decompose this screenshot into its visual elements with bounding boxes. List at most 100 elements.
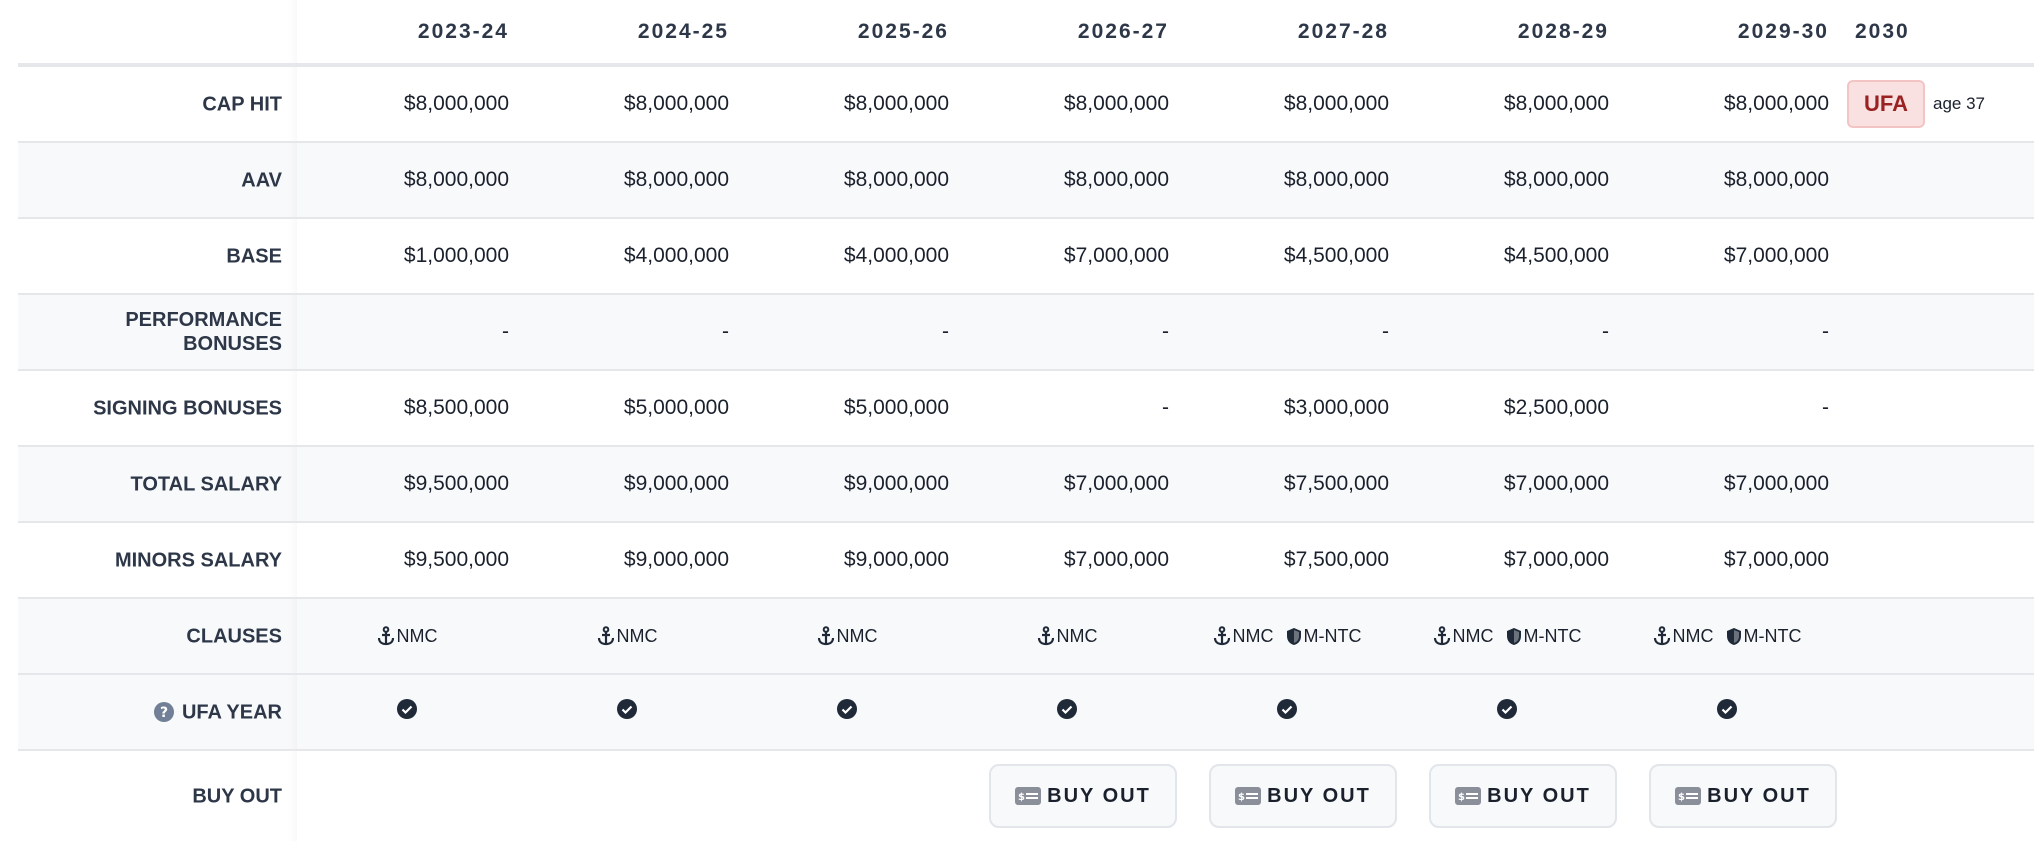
check-circle-icon bbox=[1276, 698, 1298, 720]
value-cell: $8,000,000 bbox=[737, 65, 957, 143]
anchor-icon bbox=[817, 626, 835, 646]
row-label-text: UFA YEAR bbox=[181, 701, 282, 724]
row-label-text: CAP HIT bbox=[202, 93, 282, 116]
row-aav: AAV $8,000,000 $8,000,000 $8,000,000 $8,000,… bbox=[18, 142, 2034, 219]
clause-label: M-NTC bbox=[1303, 625, 1362, 646]
clause-label: NMC bbox=[1232, 625, 1274, 646]
value-cell: $9,000,000 bbox=[737, 522, 957, 599]
age-label: age 37 bbox=[1933, 94, 1985, 113]
buy-out-button[interactable]: $ BUY OUT bbox=[989, 764, 1177, 828]
clauses-cell: NMC M-NTC bbox=[1177, 598, 1397, 675]
value-cell: $8,000,000 bbox=[517, 142, 737, 219]
ufa-year-cell bbox=[737, 674, 957, 751]
value-cell: - bbox=[297, 294, 517, 371]
help-icon[interactable]: ? bbox=[153, 702, 174, 723]
value-cell: $8,000,000 bbox=[1177, 142, 1397, 219]
value-cell: $8,000,000 bbox=[1177, 65, 1397, 143]
clause-nmc: NMC bbox=[1653, 626, 1714, 647]
value-cell: $8,000,000 bbox=[957, 142, 1177, 219]
anchor-icon bbox=[1433, 626, 1451, 646]
ufa-year-column-cell bbox=[1837, 218, 2034, 295]
clause-nmc: NMC bbox=[817, 626, 878, 647]
value-cell: - bbox=[1177, 294, 1397, 371]
ufa-year-column-cell bbox=[1837, 522, 2034, 599]
value-cell: $3,000,000 bbox=[1177, 370, 1397, 447]
value-cell: $5,000,000 bbox=[517, 370, 737, 447]
row-label-line: PERFORMANCE bbox=[125, 309, 282, 331]
buy-out-cell bbox=[737, 750, 957, 841]
value-cell: $8,500,000 bbox=[297, 370, 517, 447]
row-label: MINORS SALARY bbox=[18, 522, 297, 599]
clauses-cell: NMC bbox=[297, 598, 517, 675]
buy-out-button[interactable]: $ BUY OUT bbox=[1649, 764, 1837, 828]
row-performance-bonuses: PERFORMANCE BONUSES - - - - - - - bbox=[18, 294, 2034, 371]
value-cell: $9,500,000 bbox=[297, 522, 517, 599]
row-label: ? UFA YEAR bbox=[18, 674, 297, 751]
buy-out-cell: $ BUY OUT bbox=[1177, 750, 1397, 841]
check-circle-icon bbox=[396, 698, 418, 720]
buy-out-cell: $ BUY OUT bbox=[1397, 750, 1617, 841]
season-header: 2026-27 bbox=[957, 0, 1177, 67]
clause-label: M-NTC bbox=[1523, 625, 1582, 646]
svg-text:$: $ bbox=[1018, 792, 1027, 803]
row-total-salary: TOTAL SALARY $9,500,000 $9,000,000 $9,000,0… bbox=[18, 446, 2034, 523]
value-cell: $8,000,000 bbox=[957, 65, 1177, 143]
row-clauses: CLAUSES NMC NMC NMC NMC NMC M-NTC NMC M-NTC NMC M-… bbox=[18, 598, 2034, 675]
anchor-icon bbox=[597, 626, 615, 646]
clauses-cell: NMC bbox=[737, 598, 957, 675]
value-cell: $1,000,000 bbox=[297, 218, 517, 295]
clause-mntc: M-NTC bbox=[1506, 625, 1582, 647]
ufa-year-cell bbox=[957, 674, 1177, 751]
ufa-year-column-cell bbox=[1837, 370, 2034, 447]
value-cell: $8,000,000 bbox=[297, 142, 517, 219]
money-check-icon: $ bbox=[1675, 787, 1702, 805]
header-row: 2023-24 2024-25 2025-26 2026-27 2027-28 2028-… bbox=[18, 0, 2034, 67]
value-cell: $9,000,000 bbox=[517, 446, 737, 523]
value-cell: $7,000,000 bbox=[1397, 446, 1617, 523]
value-cell: - bbox=[517, 294, 737, 371]
value-cell: $7,000,000 bbox=[957, 446, 1177, 523]
clause-label: NMC bbox=[1452, 625, 1494, 646]
ufa-year-column-cell: UFA age 37 bbox=[1837, 65, 2034, 143]
row-label: BUY OUT bbox=[18, 750, 297, 841]
buy-out-button[interactable]: $ BUY OUT bbox=[1209, 764, 1397, 828]
clause-nmc: NMC bbox=[597, 626, 658, 647]
value-cell: $7,000,000 bbox=[957, 522, 1177, 599]
header-corner bbox=[18, 0, 297, 67]
row-cap-hit: CAP HIT $8,000,000 $8,000,000 $8,000,000 $8,… bbox=[18, 65, 2034, 143]
value-cell: $9,000,000 bbox=[517, 522, 737, 599]
value-cell: $7,500,000 bbox=[1177, 446, 1397, 523]
clauses-cell: NMC M-NTC bbox=[1397, 598, 1617, 675]
ufa-year-cell bbox=[1397, 674, 1617, 751]
buy-out-button-label: BUY OUT bbox=[1707, 784, 1811, 807]
clause-label: NMC bbox=[396, 625, 438, 646]
row-label: TOTAL SALARY bbox=[18, 446, 297, 523]
clause-label: NMC bbox=[1056, 625, 1098, 646]
contract-table: 2023-24 2024-25 2025-26 2026-27 2027-28 2028-… bbox=[18, 0, 2034, 841]
row-label: PERFORMANCE BONUSES bbox=[18, 294, 297, 371]
money-check-icon: $ bbox=[1455, 787, 1482, 805]
buy-out-button[interactable]: $ BUY OUT bbox=[1429, 764, 1617, 828]
money-check-icon: $ bbox=[1015, 787, 1042, 805]
clause-nmc: NMC bbox=[1213, 626, 1274, 647]
buy-out-button-label: BUY OUT bbox=[1047, 784, 1151, 807]
value-cell: $8,000,000 bbox=[1617, 142, 1837, 219]
season-header: 2023-24 bbox=[297, 0, 517, 67]
shield-icon bbox=[1286, 627, 1302, 646]
shield-icon bbox=[1506, 627, 1522, 646]
clause-mntc: M-NTC bbox=[1726, 625, 1802, 647]
value-cell: $4,000,000 bbox=[737, 218, 957, 295]
row-label: SIGNING BONUSES bbox=[18, 370, 297, 447]
value-cell: $8,000,000 bbox=[517, 65, 737, 143]
value-cell: $8,000,000 bbox=[1397, 65, 1617, 143]
value-cell: - bbox=[737, 294, 957, 371]
value-cell: $8,000,000 bbox=[1617, 65, 1837, 143]
season-header: 2024-25 bbox=[517, 0, 737, 67]
clause-nmc: NMC bbox=[1433, 626, 1494, 647]
clauses-cell: NMC bbox=[517, 598, 737, 675]
row-label-text: MINORS SALARY bbox=[114, 549, 282, 572]
svg-text:$: $ bbox=[1678, 792, 1687, 803]
ufa-year-cell bbox=[517, 674, 737, 751]
value-cell: - bbox=[1617, 294, 1837, 371]
clause-label: M-NTC bbox=[1743, 625, 1802, 646]
